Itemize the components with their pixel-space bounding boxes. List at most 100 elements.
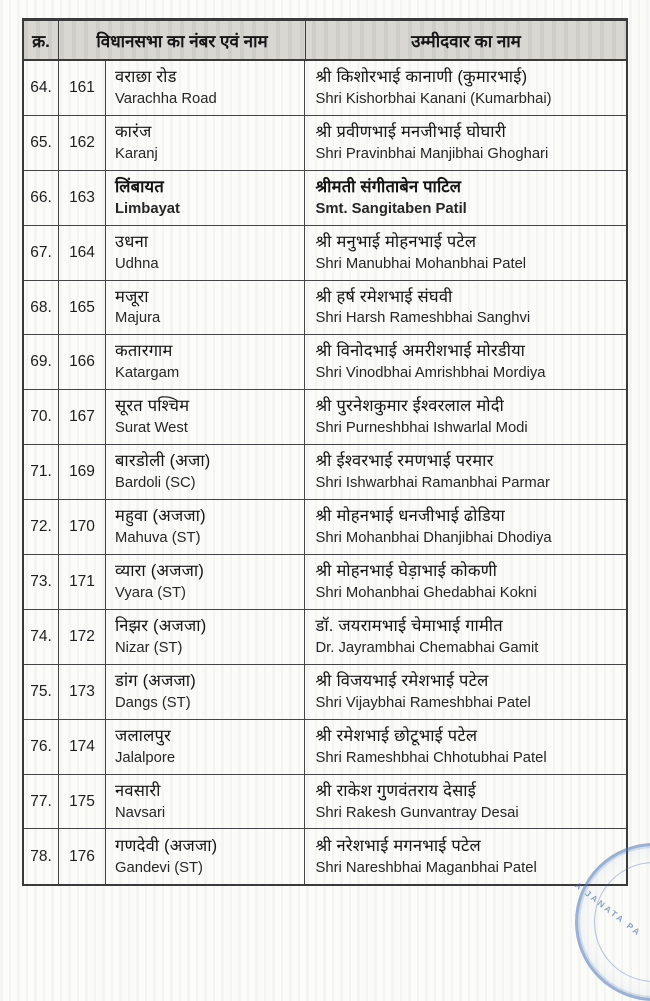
assembly-name-hindi: सूरत पश्चिम: [115, 397, 190, 416]
assembly-name-cell: वराछा रोड Varachha Road: [106, 61, 305, 115]
assembly-name-cell: उधना Udhna: [106, 225, 305, 280]
serial-number-cell: 74.: [24, 609, 59, 664]
assembly-name-hindi: नवसारी: [115, 781, 161, 800]
table-row: 72. 170 महुवा (अजजा) Mahuva (ST) श्री मो…: [24, 500, 627, 556]
assembly-number-cell: 164: [59, 225, 106, 280]
assembly-number-cell: 165: [59, 280, 106, 335]
assembly-number-cell: 173: [59, 664, 106, 719]
candidate-name-hindi: श्री हर्ष रमेशभाई संघवी: [315, 287, 453, 306]
assembly-name-hindi: जलालपुर: [115, 726, 172, 745]
assembly-name-english: Nizar (ST): [115, 639, 183, 656]
table-row: 77. 175 नवसारी Navsari श्री राकेश गुणवंत…: [24, 774, 626, 830]
candidate-name-english: Shri Harsh Rameshbhai Sanghvi: [315, 310, 531, 327]
table-row: 74. 172 निझर (अजजा) Nizar (ST) डॉ. जयराम…: [24, 609, 627, 665]
assembly-name-english: Surat West: [115, 420, 188, 437]
candidate-name-cell: श्री मोहनभाई धनजीभाई ढोडिया Shri Mohanbh…: [305, 500, 627, 554]
header-candidate-name: उम्मीदवार का नाम: [411, 31, 521, 51]
assembly-name-english: Majura: [115, 310, 161, 327]
serial-number-cell: 64.: [24, 61, 59, 115]
serial-number-cell: 73.: [24, 555, 59, 609]
assembly-name-english: Udhna: [115, 255, 159, 272]
assembly-name-cell: मजूरा Majura: [106, 280, 305, 335]
assembly-name-cell: निझर (अजजा) Nizar (ST): [106, 609, 305, 664]
assembly-number-cell: 175: [59, 774, 106, 829]
candidate-name-hindi: श्री पुरनेशकुमार ईश्वरलाल मोदी: [315, 397, 504, 416]
table-body: 64. 161 वराछा रोड Varachha Road श्री किश…: [24, 61, 627, 885]
assembly-name-cell: महुवा (अजजा) Mahuva (ST): [106, 500, 305, 555]
candidate-name-hindi: श्रीमती संगीताबेन पाटिल: [315, 177, 462, 196]
assembly-name-hindi: कारंज: [115, 122, 152, 141]
candidate-name-english: Shri Kishorbhai Kanani (Kumarbhai): [315, 90, 552, 107]
assembly-name-english: Limbayat: [115, 200, 180, 217]
assembly-number-cell: 171: [59, 555, 106, 609]
assembly-name-english: Vyara (ST): [115, 584, 186, 601]
table-row: 66. 163 लिंबायत Limbayat श्रीमती संगीताब…: [24, 170, 627, 226]
assembly-name-hindi: वराछा रोड: [115, 68, 177, 86]
candidate-name-hindi: श्री विनोदभाई अमरीशभाई मोरडीया: [315, 342, 526, 361]
table-row: 73. 171 व्यारा (अजजा) Vyara (ST) श्री मो…: [24, 555, 626, 610]
assembly-number-cell: 167: [59, 390, 106, 445]
candidate-name-cell: श्री किशोरभाई कानाणी (कुमारभाई) Shri Kis…: [305, 61, 627, 115]
serial-number-cell: 70.: [24, 390, 59, 445]
table-row: 70. 167 सूरत पश्चिम Surat West श्री पुरन…: [24, 390, 627, 446]
assembly-name-english: Jalalpore: [115, 749, 176, 766]
candidate-name-cell: श्री रमेशभाई छोटूभाई पटेल Shri Rameshbha…: [305, 720, 627, 774]
candidate-name-cell: श्री नरेशभाई मगनभाई पटेल Shri Nareshbhai…: [305, 829, 627, 884]
assembly-name-hindi: उधना: [115, 232, 149, 251]
table-row: 75. 173 डांग (अजजा) Dangs (ST) श्री विजय…: [24, 664, 627, 720]
assembly-name-english: Varachha Road: [115, 90, 217, 107]
serial-number-cell: 66.: [24, 170, 59, 225]
assembly-name-hindi: गणदेवी (अजजा): [115, 836, 218, 855]
serial-number-cell: 71.: [24, 445, 59, 500]
assembly-name-english: Gandevi (ST): [115, 859, 203, 876]
candidate-name-english: Smt. Sangitaben Patil: [315, 200, 467, 217]
serial-number-cell: 78.: [24, 829, 59, 885]
assembly-number-cell: 161: [59, 61, 106, 115]
candidate-name-english: Shri Rakesh Gunvantray Desai: [315, 804, 519, 821]
candidate-name-english: Shri Rameshbhai Chhotubhai Patel: [315, 749, 547, 766]
candidate-name-cell: श्री विजयभाई रमेशभाई पटेल Shri Vijaybhai…: [305, 665, 627, 719]
assembly-number-cell: 172: [59, 609, 106, 664]
assembly-number-cell: 174: [59, 719, 106, 774]
table-row: 76. 174 जलालपुर Jalalpore श्री रमेशभाई छ…: [24, 719, 627, 775]
assembly-name-hindi: डांग (अजजा): [115, 671, 196, 690]
candidate-name-english: Shri Manubhai Mohanbhai Patel: [315, 255, 527, 272]
candidate-name-english: Shri Ishwarbhai Ramanbhai Parmar: [315, 475, 550, 492]
assembly-name-cell: लिंबायत Limbayat: [106, 170, 305, 225]
serial-number-cell: 67.: [24, 225, 59, 280]
candidate-name-hindi: श्री प्रवीणभाई मनजीभाई घोघारी: [315, 122, 506, 141]
serial-number-cell: 75.: [24, 664, 59, 719]
table-row: 67. 164 उधना Udhna श्री मनुभाई मोहनभाई प…: [24, 225, 627, 281]
table-row: 78. 176 गणदेवी (अजजा) Gandevi (ST) श्री …: [24, 829, 627, 885]
assembly-number-cell: 170: [59, 500, 106, 555]
candidate-name-hindi: श्री विजयभाई रमेशभाई पटेल: [315, 671, 489, 690]
table-row: 69. 166 कतारगाम Katargam श्री विनोदभाई अ…: [24, 335, 626, 391]
candidate-name-english: Shri Mohanbhai Ghedabhai Kokni: [315, 584, 537, 601]
candidate-name-hindi: डॉ. जयरामभाई चेमाभाई गामीत: [315, 616, 503, 635]
candidate-name-hindi: श्री नरेशभाई मगनभाई पटेल: [315, 836, 481, 855]
assembly-name-cell: व्यारा (अजजा) Vyara (ST): [106, 555, 305, 609]
candidate-name-english: Shri Vinodbhai Amrishbhai Mordiya: [315, 365, 546, 382]
candidate-name-cell: श्रीमती संगीताबेन पाटिल Smt. Sangitaben …: [305, 171, 627, 225]
assembly-name-cell: गणदेवी (अजजा) Gandevi (ST): [106, 829, 305, 885]
assembly-name-english: Katargam: [115, 365, 180, 382]
assembly-name-cell: नवसारी Navsari: [106, 774, 305, 829]
assembly-name-hindi: बारडोली (अजा): [115, 452, 211, 471]
table-row: 68. 165 मजूरा Majura श्री हर्ष रमेशभाई स…: [24, 280, 626, 336]
candidate-name-cell: श्री पुरनेशकुमार ईश्वरलाल मोदी Shri Purn…: [305, 390, 627, 444]
assembly-name-hindi: व्यारा (अजजा): [115, 562, 205, 581]
header-serial: क्र.: [24, 21, 59, 59]
candidate-name-cell: श्री मनुभाई मोहनभाई पटेल Shri Manubhai M…: [305, 226, 627, 280]
candidate-name-english: Shri Vijaybhai Rameshbhai Patel: [315, 694, 531, 711]
candidate-name-hindi: श्री ईश्वरभाई रमणभाई परमार: [315, 452, 494, 471]
candidate-name-cell: श्री प्रवीणभाई मनजीभाई घोघारी Shri Pravi…: [305, 116, 627, 170]
assembly-name-cell: कतारगाम Katargam: [106, 335, 305, 390]
candidate-name-english: Shri Purneshbhai Ishwarlal Modi: [315, 420, 528, 437]
table-row: 65. 162 कारंज Karanj श्री प्रवीणभाई मनजी…: [24, 115, 627, 171]
candidate-name-cell: डॉ. जयरामभाई चेमाभाई गामीत Dr. Jayrambha…: [305, 610, 627, 664]
assembly-name-english: Karanj: [115, 145, 158, 162]
assembly-name-english: Navsari: [115, 804, 166, 821]
assembly-name-hindi: महुवा (अजजा): [115, 507, 206, 526]
serial-number-cell: 65.: [24, 115, 59, 170]
serial-number-cell: 72.: [24, 500, 59, 555]
